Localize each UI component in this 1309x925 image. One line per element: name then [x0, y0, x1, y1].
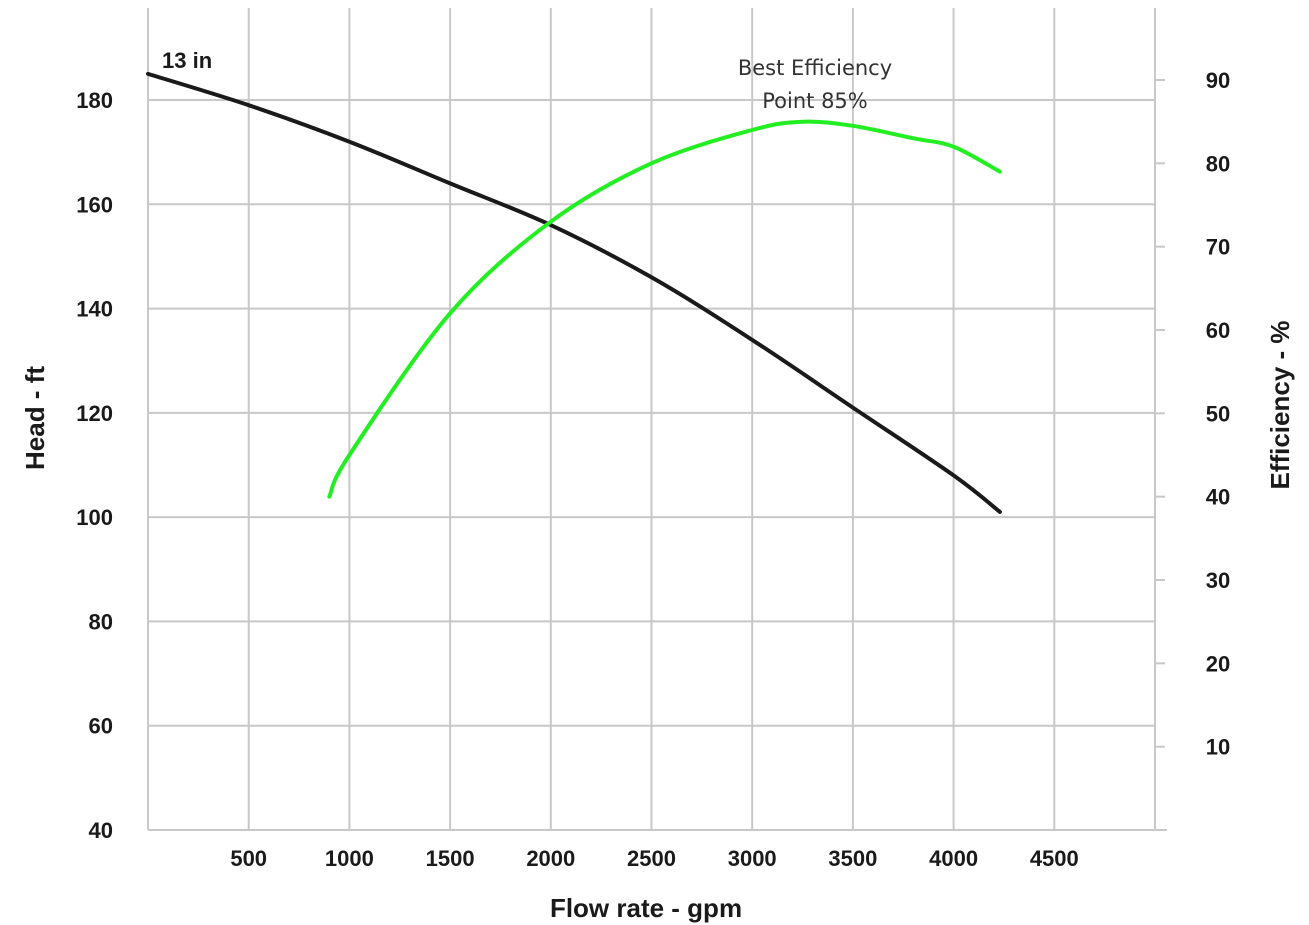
y-tick-label: 160	[76, 192, 113, 217]
y2-tick-label: 60	[1206, 318, 1230, 343]
x-tick-label: 3500	[828, 846, 877, 871]
x-tick-label: 2000	[526, 846, 575, 871]
y-tick-label: 120	[76, 401, 113, 426]
x-tick-label: 3000	[728, 846, 777, 871]
y2-tick-label: 30	[1206, 568, 1230, 593]
y2-tick-label: 20	[1206, 651, 1230, 676]
x-tick-label: 2500	[627, 846, 676, 871]
y2-tick-label: 80	[1206, 151, 1230, 176]
y-tick-label: 60	[89, 714, 113, 739]
x-tick-label: 1000	[325, 846, 374, 871]
efficiency-curve	[327, 119, 1002, 499]
y2-tick-label: 70	[1206, 235, 1230, 260]
y-tick-label: 140	[76, 297, 113, 322]
y2-tick-label: 90	[1206, 68, 1230, 93]
y2-tick-label: 50	[1206, 401, 1230, 426]
bep-annotation-line2: Point 85%	[762, 89, 868, 113]
y2-tick-label: 40	[1206, 485, 1230, 510]
curve-label: 13 in	[162, 48, 212, 73]
tick-labels: 500 1000 1500 2000 2500 3000 3500 4000 4500 40 60 8…	[76, 68, 1230, 871]
x-tick-label: 1500	[426, 846, 475, 871]
x-tick-label: 4500	[1030, 846, 1079, 871]
y2-axis-title: Efficiency - %	[1265, 320, 1295, 489]
head-curve	[146, 71, 1002, 514]
grid-layer	[147, 8, 1167, 831]
x-tick-label: 500	[230, 846, 267, 871]
y-axis-title: Head - ft	[20, 366, 50, 470]
series-layer	[146, 71, 1002, 514]
x-tick-label: 4000	[929, 846, 978, 871]
y2-tick-label: 10	[1206, 735, 1230, 760]
x-axis-title: Flow rate - gpm	[550, 893, 742, 923]
bep-annotation-line1: Best Efficiency	[738, 56, 892, 80]
y-tick-label: 180	[76, 88, 113, 113]
y-tick-label: 80	[89, 609, 113, 634]
y-tick-label: 100	[76, 505, 113, 530]
y-tick-label: 40	[89, 818, 113, 843]
